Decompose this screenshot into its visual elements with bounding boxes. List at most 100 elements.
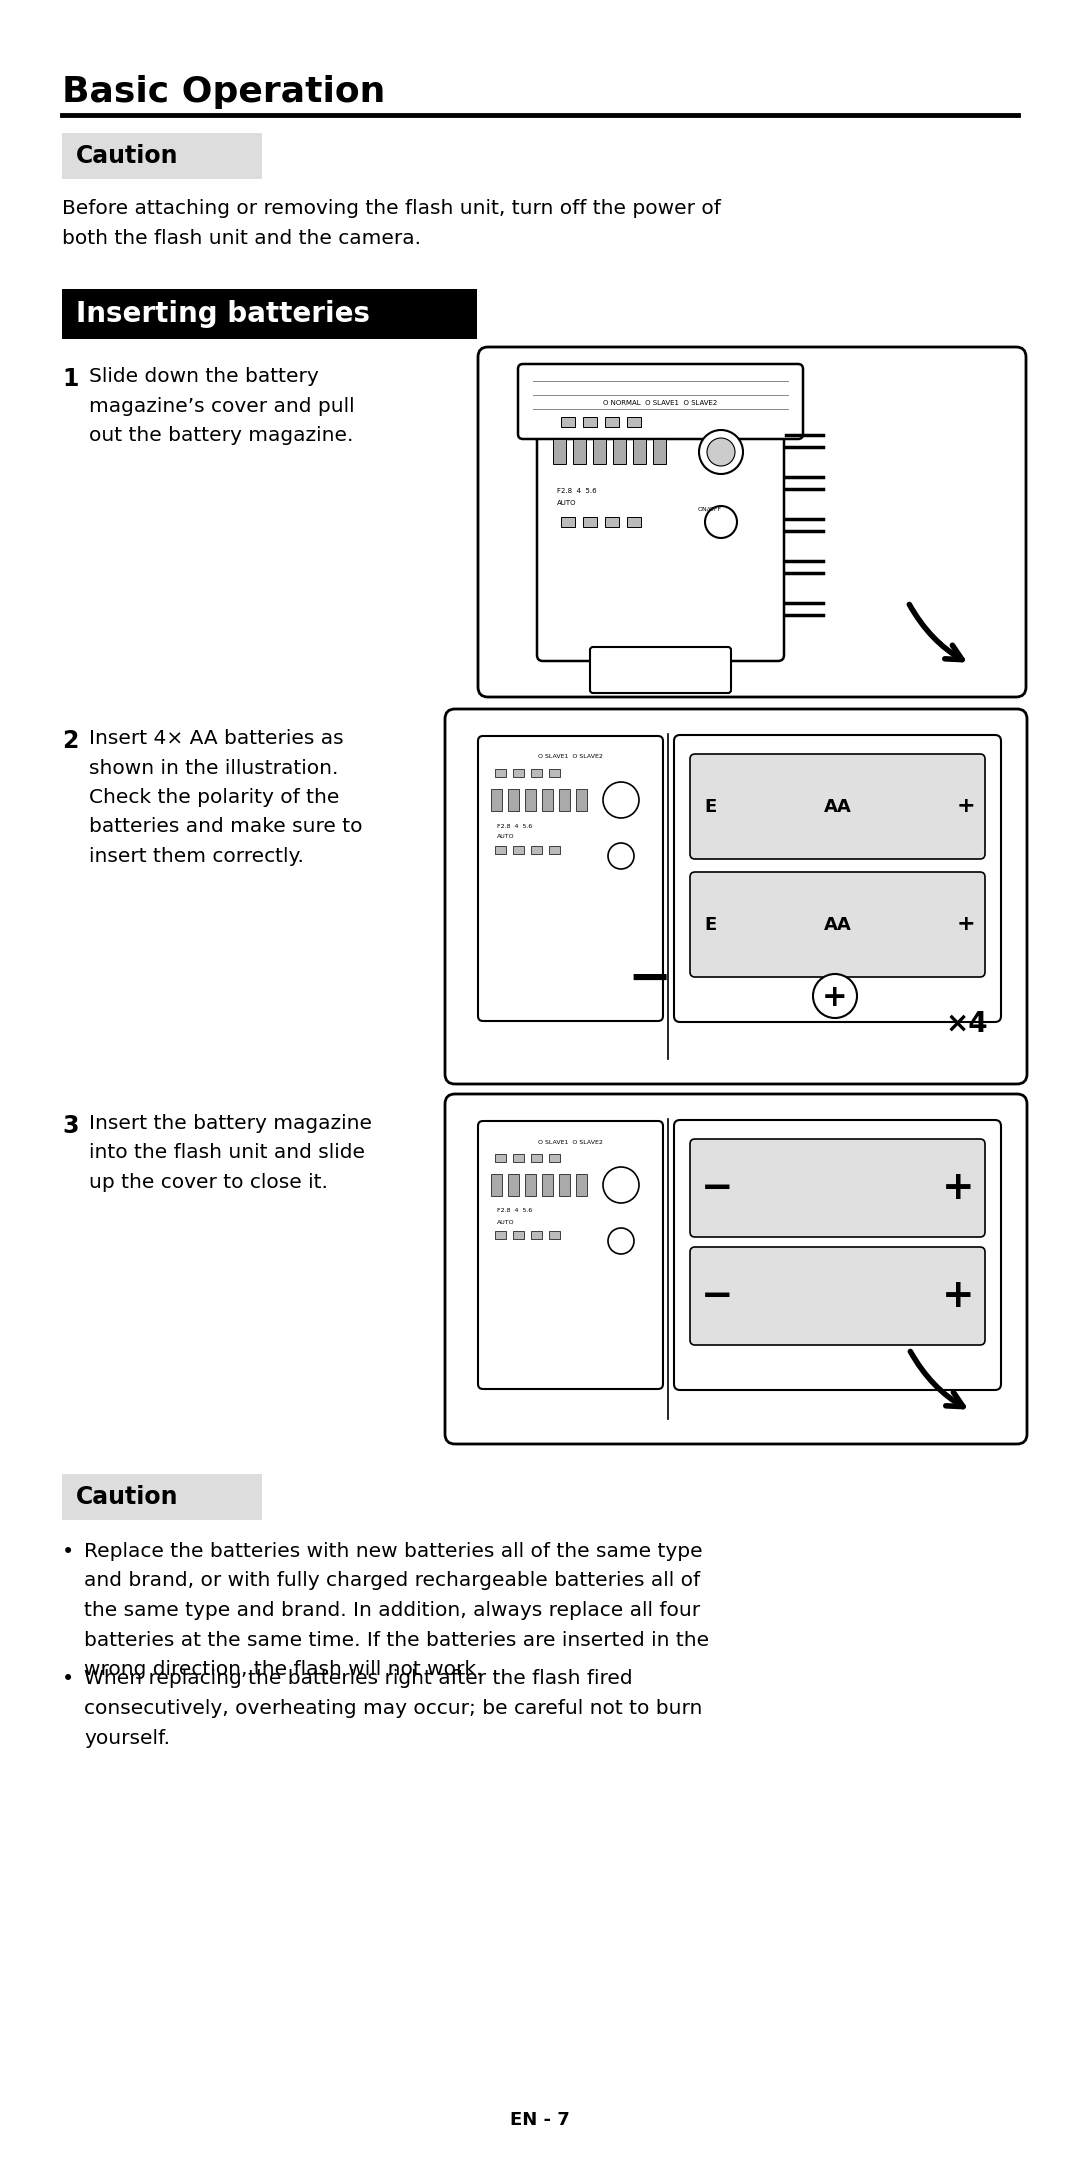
Circle shape [707, 438, 735, 467]
Circle shape [699, 430, 743, 473]
Bar [513, 769, 524, 778]
FancyBboxPatch shape [478, 737, 663, 1022]
Bar [576, 1175, 588, 1197]
Bar [513, 1231, 524, 1240]
Bar [531, 769, 542, 778]
Text: −: − [701, 1277, 733, 1315]
Bar [62, 1473, 262, 1521]
Text: 3: 3 [62, 1115, 79, 1138]
Bar [559, 788, 570, 810]
Bar [583, 417, 597, 428]
Circle shape [603, 1166, 639, 1203]
Circle shape [705, 505, 737, 538]
Circle shape [608, 1229, 634, 1255]
Bar [573, 438, 586, 464]
Text: When replacing the batteries right after the flash fired
consecutively, overheat: When replacing the batteries right after… [84, 1670, 702, 1747]
Bar [627, 417, 642, 428]
Text: ×4: ×4 [946, 1011, 988, 1039]
Text: E: E [705, 916, 717, 933]
FancyBboxPatch shape [478, 1121, 663, 1389]
Text: Insert 4× AA batteries as
shown in the illustration.
Check the polarity of the
b: Insert 4× AA batteries as shown in the i… [89, 730, 363, 866]
Text: Caution: Caution [76, 145, 178, 168]
FancyBboxPatch shape [690, 754, 985, 860]
Text: +: + [822, 983, 848, 1011]
Text: EN - 7: EN - 7 [510, 2110, 570, 2130]
Bar [491, 1175, 502, 1197]
Bar [495, 769, 507, 778]
Bar [633, 438, 646, 464]
Text: AA: AA [824, 797, 851, 816]
Bar [605, 417, 619, 428]
Bar [542, 788, 553, 810]
Bar [62, 289, 477, 339]
FancyBboxPatch shape [518, 365, 804, 438]
Bar [613, 438, 626, 464]
FancyBboxPatch shape [445, 708, 1027, 1084]
Text: +: + [957, 914, 975, 935]
Text: Before attaching or removing the flash unit, turn off the power of
both the flas: Before attaching or removing the flash u… [62, 199, 720, 248]
Text: +: + [942, 1277, 974, 1315]
Text: E: E [705, 797, 717, 816]
Text: Basic Operation: Basic Operation [62, 76, 386, 108]
FancyBboxPatch shape [478, 348, 1026, 698]
Text: AUTO: AUTO [557, 499, 577, 505]
FancyBboxPatch shape [674, 734, 1001, 1022]
Text: −: − [701, 1169, 733, 1207]
Bar [508, 788, 519, 810]
Text: 1: 1 [62, 367, 79, 391]
Bar [553, 438, 566, 464]
Text: AUTO: AUTO [497, 1220, 515, 1225]
Bar [508, 1175, 519, 1197]
Text: Replace the batteries with new batteries all of the same type
and brand, or with: Replace the batteries with new batteries… [84, 1542, 710, 1678]
FancyBboxPatch shape [445, 1093, 1027, 1445]
Bar [495, 1231, 507, 1240]
Bar [513, 1153, 524, 1162]
Bar [525, 1175, 536, 1197]
Circle shape [813, 974, 858, 1017]
Bar [583, 516, 597, 527]
Text: ON/OFF: ON/OFF [698, 505, 723, 512]
FancyBboxPatch shape [690, 1246, 985, 1346]
Text: 2: 2 [62, 730, 79, 754]
Text: •: • [62, 1670, 75, 1689]
FancyBboxPatch shape [537, 378, 784, 661]
Text: −: − [627, 953, 672, 1004]
Text: +: + [942, 1169, 974, 1207]
Bar [513, 847, 524, 853]
Text: Caution: Caution [76, 1486, 178, 1510]
Bar [495, 1153, 507, 1162]
Text: Insert the battery magazine
into the flash unit and slide
up the cover to close : Insert the battery magazine into the fla… [89, 1115, 372, 1192]
Text: F2.8  4  5.6: F2.8 4 5.6 [557, 488, 596, 495]
Bar [525, 788, 536, 810]
Text: +: + [957, 797, 975, 816]
Bar [531, 1153, 542, 1162]
Text: AUTO: AUTO [497, 834, 515, 840]
FancyBboxPatch shape [690, 1138, 985, 1238]
FancyBboxPatch shape [674, 1121, 1001, 1391]
Bar [627, 516, 642, 527]
Text: F2.8  4  5.6: F2.8 4 5.6 [497, 823, 532, 829]
Bar [491, 788, 502, 810]
Bar [549, 1231, 561, 1240]
Bar [605, 516, 619, 527]
Text: O NORMAL  O SLAVE1  O SLAVE2: O NORMAL O SLAVE1 O SLAVE2 [604, 400, 717, 406]
Bar [549, 1153, 561, 1162]
Bar [559, 1175, 570, 1197]
Circle shape [608, 842, 634, 868]
Circle shape [603, 782, 639, 819]
Text: AA: AA [824, 916, 851, 933]
Bar [549, 847, 561, 853]
Bar [653, 438, 666, 464]
FancyBboxPatch shape [690, 873, 985, 976]
Bar [549, 769, 561, 778]
Bar [542, 1175, 553, 1197]
Bar [531, 1231, 542, 1240]
Bar [62, 134, 262, 179]
Text: O SLAVE1  O SLAVE2: O SLAVE1 O SLAVE2 [538, 1140, 603, 1145]
Text: Inserting batteries: Inserting batteries [76, 300, 370, 328]
Text: •: • [62, 1542, 75, 1562]
Bar [576, 788, 588, 810]
Bar [495, 847, 507, 853]
Bar [561, 417, 575, 428]
Bar [561, 516, 575, 527]
